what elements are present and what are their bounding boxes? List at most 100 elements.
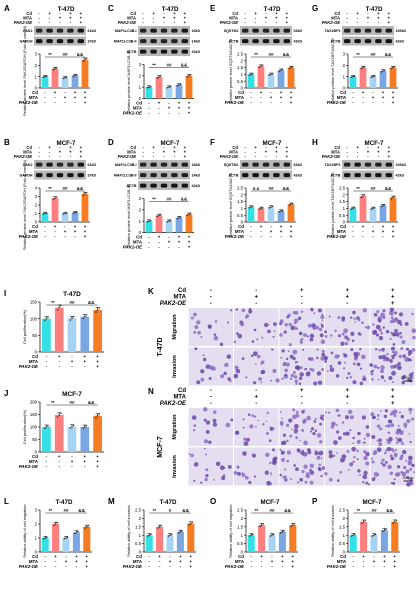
stained-cell [205, 429, 210, 434]
stained-cell [399, 331, 402, 335]
panel-letter: P [312, 497, 318, 506]
sign-cd: - [372, 224, 374, 229]
blot-band [171, 162, 178, 167]
stained-cell [386, 446, 392, 452]
data-point [270, 73, 272, 76]
data-point [150, 533, 152, 536]
y-tick-label: 2 [343, 192, 346, 197]
stained-cell [242, 418, 245, 421]
stained-cell [365, 432, 371, 438]
data-point [72, 212, 75, 214]
bar [359, 67, 367, 88]
bar [278, 531, 286, 552]
row-label-cd: Cd [340, 224, 346, 229]
row-label-oe: PAK2-OE [160, 401, 187, 407]
sign-mta: + [280, 229, 283, 234]
data-point [385, 528, 387, 530]
blot-band [364, 28, 372, 33]
stained-cell [293, 375, 298, 379]
y-tick-label: 0.5 [237, 79, 244, 84]
sign-oe: - [276, 20, 278, 25]
sign-oe: - [357, 154, 359, 159]
stained-cell [241, 357, 245, 361]
data-point [62, 77, 65, 80]
stained-cell [412, 335, 416, 340]
data-point [160, 524, 162, 527]
stained-cell [203, 407, 208, 412]
stained-cell [293, 326, 297, 330]
data-point [44, 319, 46, 322]
stained-cell [319, 440, 323, 444]
sign-oe: + [290, 234, 293, 239]
sign-cd: - [352, 224, 354, 229]
y-tick-label: 2 [343, 516, 346, 521]
row-label-oe: PAK2-OE [160, 301, 187, 307]
data-point [260, 524, 263, 526]
sign-mta: - [357, 16, 359, 21]
panel-title: MCF-7 [57, 140, 76, 147]
sign-cd: + [173, 11, 176, 16]
sign-oe: - [64, 100, 66, 105]
row-label-mta: MTA [29, 459, 39, 464]
sign-cd: + [275, 11, 278, 16]
y-axis-label: Relative ability of cell invasion [126, 505, 131, 557]
sign-cd: - [255, 388, 257, 394]
stained-cell [293, 429, 298, 434]
stained-cell [205, 453, 208, 456]
data-point [370, 76, 373, 79]
stained-cell [388, 376, 393, 381]
sign-cd: + [356, 11, 359, 16]
stained-cell [260, 381, 263, 384]
data-point [278, 210, 281, 213]
stained-cell [403, 422, 408, 427]
row-label-mta: MTA [331, 16, 340, 21]
sign-oe: - [363, 564, 365, 569]
data-point [353, 75, 356, 77]
stained-cell [365, 481, 369, 485]
stained-cell [370, 412, 375, 417]
blot-band [160, 173, 168, 178]
row-label-cd: Cd [334, 11, 340, 16]
blot-band [354, 39, 361, 44]
sign-cd: + [377, 11, 380, 16]
stained-cell [296, 360, 299, 363]
stained-cell [361, 354, 366, 360]
sign-mta: - [346, 150, 348, 155]
sign-cd: - [346, 145, 348, 150]
stained-cell [205, 364, 211, 369]
data-point [179, 83, 182, 86]
stained-cell [293, 321, 297, 325]
stained-cell [237, 471, 241, 476]
data-point [148, 534, 150, 536]
y-tick-label: 0.5 [339, 541, 346, 546]
data-point [191, 521, 194, 523]
stained-cell [193, 312, 197, 317]
blot-band [181, 162, 188, 167]
sign-oe: - [84, 364, 86, 369]
stained-cell [372, 415, 376, 420]
stained-cell [282, 433, 287, 437]
stained-cell [295, 410, 299, 414]
stained-cell [256, 338, 259, 341]
stained-cell [377, 366, 380, 370]
data-point [370, 208, 373, 210]
sign-cd: - [59, 11, 61, 16]
data-point [178, 216, 180, 219]
panel-title: T-47D [162, 6, 179, 13]
data-point [280, 69, 282, 72]
sign-mta: + [275, 16, 278, 21]
data-point [272, 533, 275, 536]
stained-cell [401, 442, 404, 445]
scale-label: 200μm [403, 376, 414, 380]
stained-cell [344, 335, 348, 340]
y-tick-label: 1 [241, 72, 244, 77]
sign-cd: - [373, 554, 375, 559]
stained-cell [394, 311, 398, 315]
stained-cell [336, 479, 340, 482]
stained-cell [208, 440, 212, 444]
stained-cell [303, 333, 307, 337]
sign-cd: + [300, 388, 304, 394]
data-point [362, 66, 364, 69]
data-point [45, 317, 48, 320]
blot-band [252, 162, 259, 167]
